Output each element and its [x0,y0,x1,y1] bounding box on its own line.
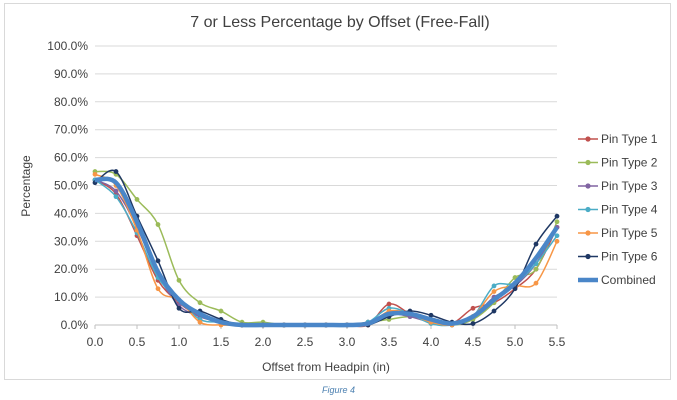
legend-marker [585,253,591,260]
legend-label: Combined [601,273,656,287]
data-point [491,289,497,294]
data-point [176,277,182,283]
data-point [491,283,497,289]
legend-label: Pin Type 5 [601,226,658,240]
data-point [470,305,476,311]
y-tick-label: 30.0% [54,234,88,248]
data-point [176,305,182,311]
data-point [197,319,203,325]
legend-marker [585,159,591,166]
axes: 0.0% 10.0% 20.0% 30.0% 40.0% 50.0% 60.0% 70.0% 8… [47,39,565,349]
data-point [155,258,161,264]
y-tick-label: 0.0% [61,318,89,332]
data-point [533,266,539,272]
data-point [113,188,119,194]
legend-label: Pin Type 1 [601,132,658,146]
y-tick-label: 10.0% [54,290,88,304]
legend-marker [585,230,591,236]
x-tick-label: 1.0 [171,335,188,349]
legend-marker [585,183,591,189]
series [92,169,560,328]
y-tick-label: 60.0% [54,151,88,165]
data-point [533,280,539,286]
legend-marker [585,136,591,142]
legend-label: Pin Type 2 [601,156,658,170]
x-tick-label: 3.0 [339,335,356,349]
y-tick-label: 50.0% [54,179,88,193]
series-line [94,176,559,328]
legend-label: Pin Type 3 [601,179,658,193]
data-point [554,238,560,244]
data-point [218,308,224,314]
y-axis-label: Percentage [19,155,33,217]
legend-label: Pin Type 4 [601,203,658,217]
x-tick-label: 2.5 [297,335,314,349]
y-tick-label: 20.0% [54,262,88,276]
series-combined [94,176,559,328]
data-point [491,308,497,314]
x-tick-label: 2.0 [255,335,272,349]
data-point [428,312,434,318]
legend-label: Pin Type 6 [601,250,658,264]
x-tick-label: 5.0 [507,335,524,349]
data-point [512,286,518,292]
figure-caption: Figure 4 [321,385,356,395]
legend-marker [585,206,591,213]
y-tick-label: 100.0% [47,39,88,53]
x-tick-label: 4.5 [465,335,482,349]
y-tick-label: 40.0% [54,206,88,220]
x-tick-label: 0.0 [87,335,104,349]
data-point [113,169,119,174]
data-point [554,219,560,225]
data-point [92,171,98,177]
data-point [113,194,119,200]
x-tick-label: 1.5 [213,335,230,349]
x-tick-label: 0.5 [129,335,146,349]
x-tick-label: 3.5 [381,335,398,349]
data-point [155,222,161,227]
data-point [197,300,203,306]
chart-title: 7 or Less Percentage by Offset (Free-Fal… [190,14,489,31]
y-tick-label: 70.0% [54,123,88,137]
y-tick-label: 90.0% [54,67,88,81]
x-tick-label: 5.5 [549,335,566,349]
data-point [386,301,392,307]
data-point [470,321,476,327]
x-axis-label: Offset from Headpin (in) [262,360,390,374]
y-tick-label: 80.0% [54,95,88,109]
data-point [134,197,140,202]
data-point [155,286,161,292]
legend: Pin Type 1 Pin Type 2 Pin Type 3 Pin Type 4… [578,132,658,287]
data-point [554,213,560,219]
data-point [554,233,560,239]
data-point [533,241,539,247]
x-tick-label: 4.0 [423,335,440,349]
